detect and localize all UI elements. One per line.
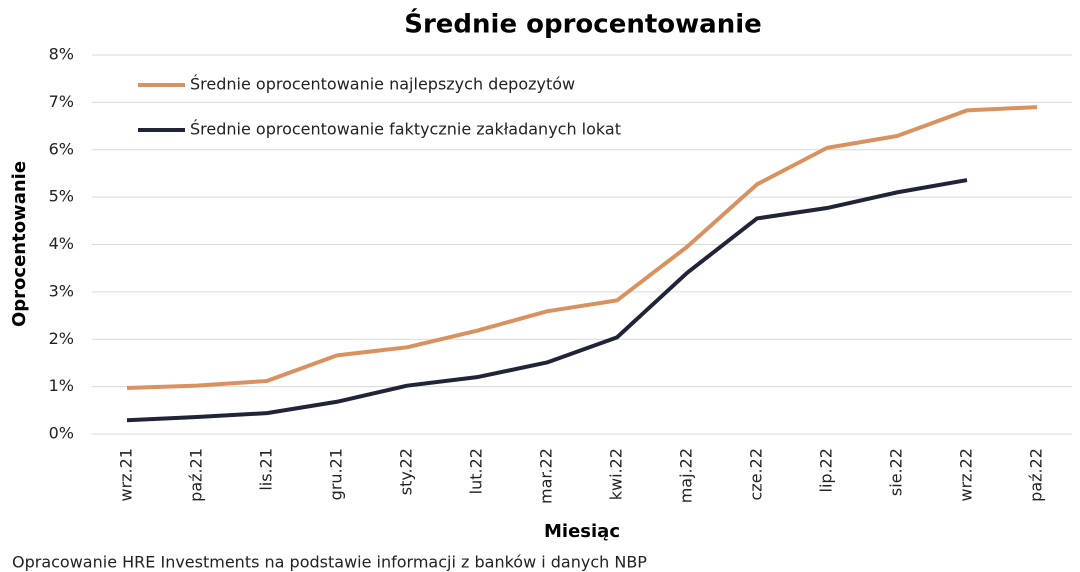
x-tick-label: sty.22 bbox=[397, 448, 416, 495]
y-axis-title: Oprocentowanie bbox=[9, 161, 30, 327]
x-tick-label: cze.22 bbox=[747, 448, 766, 500]
x-tick-label: sie.22 bbox=[887, 448, 906, 496]
x-axis-title: Miesiąc bbox=[544, 521, 620, 542]
x-tick-label: mar.22 bbox=[537, 448, 556, 504]
legend-label: Średnie oprocentowanie faktycznie zakład… bbox=[190, 120, 621, 139]
x-tick-label: paź.22 bbox=[1027, 448, 1046, 502]
y-tick-label: 1% bbox=[49, 376, 74, 395]
chart-title: Średnie oprocentowanie bbox=[404, 8, 762, 40]
legend-label: Średnie oprocentowanie najlepszych depoz… bbox=[190, 75, 575, 94]
y-tick-label: 6% bbox=[49, 139, 74, 158]
series-line bbox=[126, 105, 1038, 391]
series-line bbox=[126, 178, 968, 423]
x-tick-label: maj.22 bbox=[677, 448, 696, 503]
x-tick-label: paź.21 bbox=[187, 448, 206, 502]
y-tick-label: 8% bbox=[49, 45, 74, 64]
x-tick-label: lut.22 bbox=[467, 448, 486, 494]
y-tick-label: 7% bbox=[49, 92, 74, 111]
x-tick-label: gru.21 bbox=[327, 448, 346, 500]
y-tick-label: 4% bbox=[49, 234, 74, 253]
y-tick-label: 2% bbox=[49, 329, 74, 348]
x-tick-label: lip.22 bbox=[817, 448, 836, 493]
x-tick-label: kwi.22 bbox=[607, 448, 626, 500]
y-tick-label: 3% bbox=[49, 281, 74, 300]
y-tick-label: 0% bbox=[49, 424, 74, 443]
x-tick-label: wrz.22 bbox=[957, 448, 976, 502]
x-tick-label: lis.21 bbox=[257, 448, 276, 491]
x-tick-label: wrz.21 bbox=[117, 448, 136, 502]
y-tick-label: 5% bbox=[49, 187, 74, 206]
source-note: Opracowanie HRE Investments na podstawie… bbox=[12, 553, 647, 572]
